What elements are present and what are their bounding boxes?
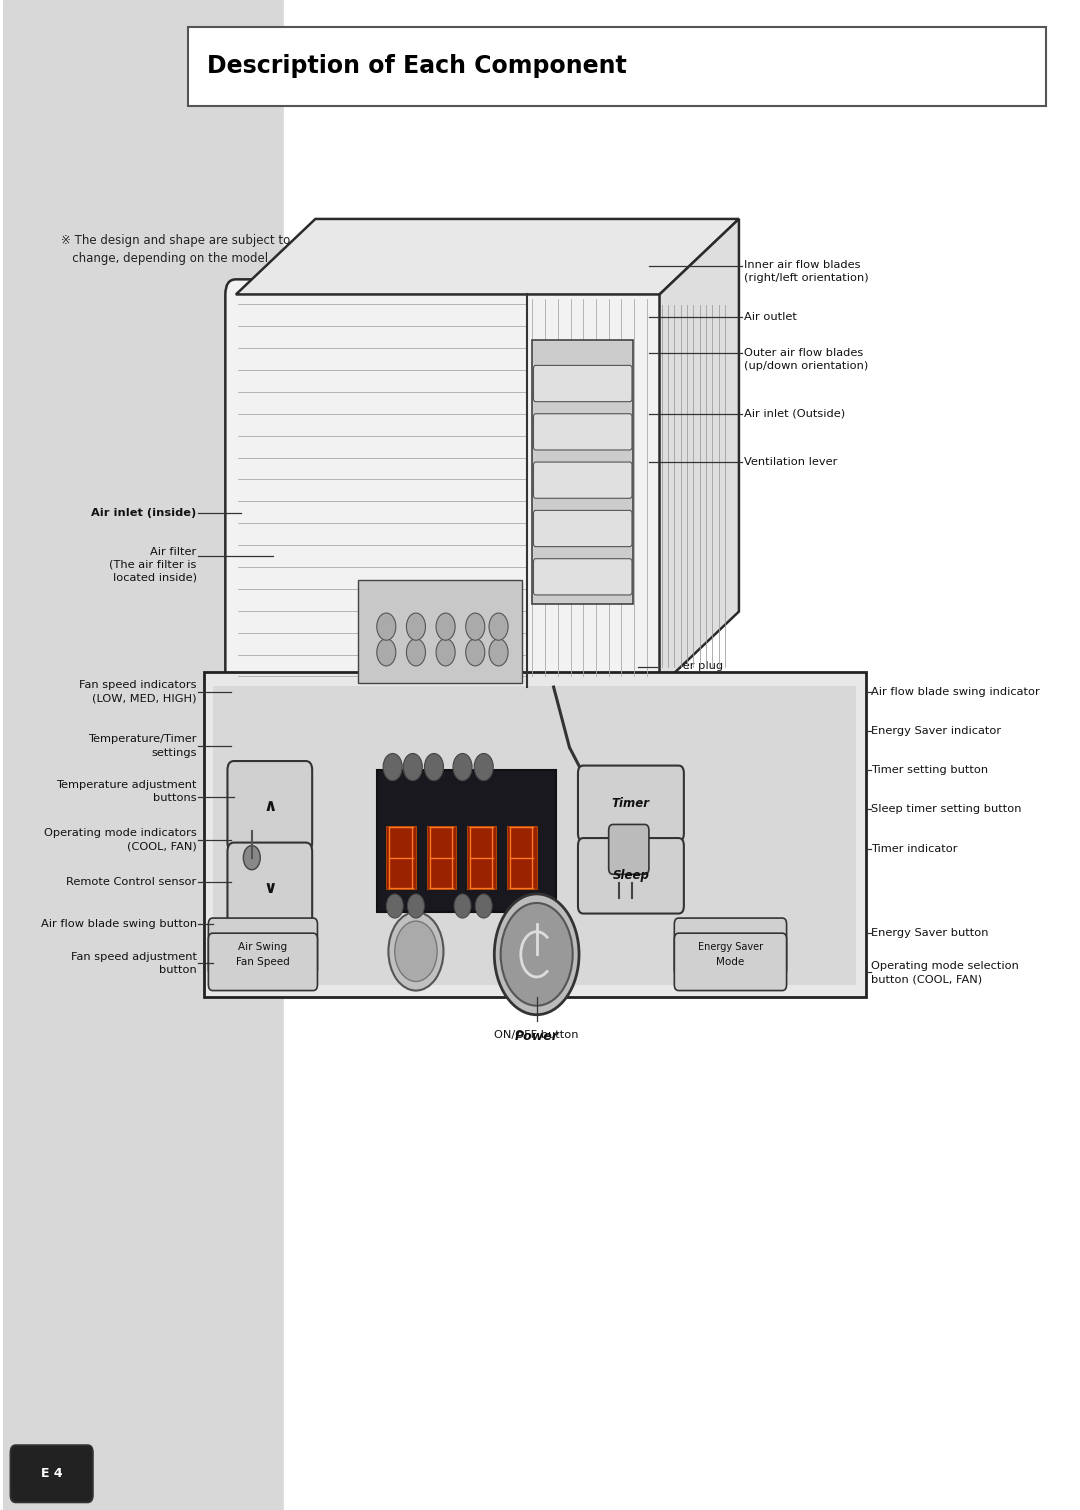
Text: Air inlet (inside): Air inlet (inside) xyxy=(92,509,197,518)
Text: Operating mode indicators
(COOL, FAN): Operating mode indicators (COOL, FAN) xyxy=(44,827,197,852)
Polygon shape xyxy=(660,219,739,687)
Circle shape xyxy=(424,753,444,781)
Text: Ventilation lever: Ventilation lever xyxy=(744,458,838,467)
Circle shape xyxy=(407,894,424,918)
Text: Sleep: Sleep xyxy=(612,870,649,882)
Text: Sleep timer setting button: Sleep timer setting button xyxy=(872,805,1022,814)
FancyBboxPatch shape xyxy=(507,826,537,889)
FancyBboxPatch shape xyxy=(226,279,670,702)
FancyBboxPatch shape xyxy=(387,826,416,889)
Polygon shape xyxy=(235,219,739,294)
Text: Temperature/Timer
settings: Temperature/Timer settings xyxy=(89,734,197,758)
Circle shape xyxy=(454,894,471,918)
Circle shape xyxy=(436,639,455,666)
Circle shape xyxy=(475,894,492,918)
Text: Timer: Timer xyxy=(612,797,650,809)
Text: Air outlet: Air outlet xyxy=(744,313,797,322)
Text: Fan speed indicators
(LOW, MED, HIGH): Fan speed indicators (LOW, MED, HIGH) xyxy=(79,680,197,704)
Text: Air inlet (Outside): Air inlet (Outside) xyxy=(744,409,846,418)
FancyBboxPatch shape xyxy=(208,933,318,991)
Text: Energy Saver indicator: Energy Saver indicator xyxy=(872,726,1001,735)
Circle shape xyxy=(395,921,437,982)
FancyArrow shape xyxy=(391,702,495,800)
FancyBboxPatch shape xyxy=(204,672,866,997)
FancyBboxPatch shape xyxy=(609,824,649,874)
Text: Operating mode selection
button (COOL, FAN): Operating mode selection button (COOL, F… xyxy=(872,960,1020,985)
Text: ※ The design and shape are subject to
   change, depending on the model.: ※ The design and shape are subject to ch… xyxy=(62,234,291,266)
Text: Inner air flow blades
(right/left orientation): Inner air flow blades (right/left orient… xyxy=(744,260,868,284)
Circle shape xyxy=(387,894,403,918)
Text: Power plug
(The type of the power
plug may differ, depending
on the local power : Power plug (The type of the power plug m… xyxy=(660,661,815,710)
Circle shape xyxy=(389,912,444,991)
Bar xyxy=(3,0,284,1510)
FancyBboxPatch shape xyxy=(228,761,312,852)
Text: Air flow blade swing button: Air flow blade swing button xyxy=(41,920,197,929)
Bar xyxy=(284,0,1062,1510)
Text: Energy Saver button: Energy Saver button xyxy=(872,929,989,938)
Text: Energy Saver: Energy Saver xyxy=(698,942,762,951)
FancyBboxPatch shape xyxy=(188,27,1047,106)
FancyBboxPatch shape xyxy=(578,838,684,914)
Text: ∧: ∧ xyxy=(264,797,276,815)
Text: Description of Each Component: Description of Each Component xyxy=(207,54,627,79)
FancyBboxPatch shape xyxy=(534,462,632,498)
Text: Power: Power xyxy=(515,1030,558,1043)
Circle shape xyxy=(465,613,485,640)
Text: ∨: ∨ xyxy=(264,879,276,897)
FancyBboxPatch shape xyxy=(674,918,786,975)
Text: Temperature adjustment
buttons: Temperature adjustment buttons xyxy=(56,779,197,803)
Circle shape xyxy=(406,613,426,640)
Text: Air Swing: Air Swing xyxy=(239,942,287,951)
Circle shape xyxy=(489,613,508,640)
FancyBboxPatch shape xyxy=(208,918,318,975)
Text: Timer indicator: Timer indicator xyxy=(872,844,958,853)
FancyBboxPatch shape xyxy=(11,1445,93,1502)
FancyBboxPatch shape xyxy=(578,766,684,841)
FancyBboxPatch shape xyxy=(213,686,856,985)
FancyBboxPatch shape xyxy=(377,770,556,912)
Circle shape xyxy=(453,753,472,781)
FancyBboxPatch shape xyxy=(534,510,632,547)
Text: Mode: Mode xyxy=(716,957,744,966)
Text: E 4: E 4 xyxy=(41,1468,63,1480)
Text: Remote Control sensor: Remote Control sensor xyxy=(67,877,197,886)
Bar xyxy=(357,580,522,683)
Circle shape xyxy=(383,753,402,781)
Circle shape xyxy=(406,639,426,666)
Circle shape xyxy=(403,753,422,781)
Text: Timer setting button: Timer setting button xyxy=(872,766,988,775)
FancyBboxPatch shape xyxy=(467,826,497,889)
Circle shape xyxy=(436,613,455,640)
Text: ON/OFF button: ON/OFF button xyxy=(495,1030,579,1040)
Text: Fan Speed: Fan Speed xyxy=(237,957,289,966)
FancyBboxPatch shape xyxy=(534,365,632,402)
Circle shape xyxy=(377,639,396,666)
Circle shape xyxy=(243,846,260,870)
Text: Air flow blade swing indicator: Air flow blade swing indicator xyxy=(872,687,1040,696)
Text: Fan speed adjustment
button: Fan speed adjustment button xyxy=(71,951,197,975)
Circle shape xyxy=(474,753,494,781)
FancyBboxPatch shape xyxy=(427,826,456,889)
FancyBboxPatch shape xyxy=(228,843,312,933)
Circle shape xyxy=(489,639,508,666)
Circle shape xyxy=(465,639,485,666)
Bar xyxy=(532,340,633,604)
Text: Air filter
(The air filter is
located inside): Air filter (The air filter is located in… xyxy=(109,547,197,583)
FancyBboxPatch shape xyxy=(674,933,786,991)
FancyBboxPatch shape xyxy=(534,559,632,595)
Circle shape xyxy=(495,894,579,1015)
Text: Outer air flow blades
(up/down orientation): Outer air flow blades (up/down orientati… xyxy=(744,347,868,371)
Circle shape xyxy=(377,613,396,640)
Circle shape xyxy=(501,903,572,1006)
FancyBboxPatch shape xyxy=(534,414,632,450)
